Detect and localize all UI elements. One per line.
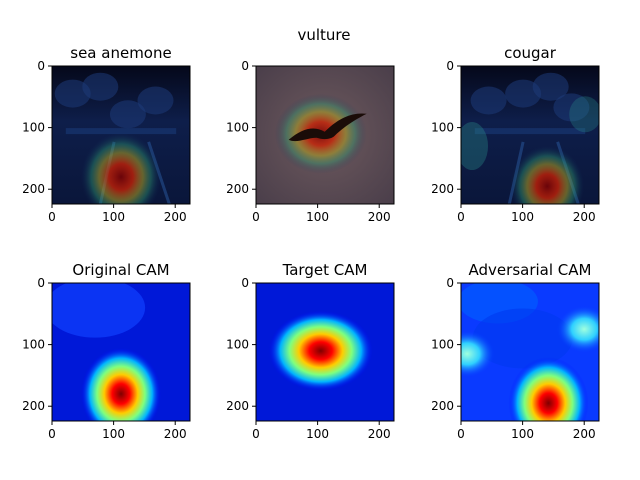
y-tick-label: 100 bbox=[226, 121, 249, 135]
y-tick-label: 200 bbox=[22, 399, 45, 413]
x-tick-label: 0 bbox=[48, 210, 56, 224]
y-tick-label: 200 bbox=[431, 399, 454, 413]
x-tick-label: 0 bbox=[252, 427, 260, 441]
subplot-title: cougar bbox=[504, 44, 557, 62]
x-tick-label: 100 bbox=[511, 427, 534, 441]
y-tick-label: 0 bbox=[241, 276, 249, 290]
y-tick-label: 0 bbox=[446, 59, 454, 73]
heatmap-image bbox=[45, 278, 190, 440]
x-tick-label: 200 bbox=[164, 427, 187, 441]
x-tick-label: 0 bbox=[457, 210, 465, 224]
y-tick-label: 0 bbox=[37, 59, 45, 73]
subplot-title: Target CAM bbox=[282, 261, 368, 279]
y-tick-label: 200 bbox=[226, 182, 249, 196]
hotspot bbox=[556, 305, 612, 353]
y-tick-label: 0 bbox=[241, 59, 249, 73]
x-tick-label: 200 bbox=[573, 427, 596, 441]
heatmap-image bbox=[439, 279, 612, 449]
x-tick-label: 0 bbox=[48, 427, 56, 441]
x-tick-label: 200 bbox=[164, 210, 187, 224]
x-tick-label: 100 bbox=[102, 210, 125, 224]
x-tick-label: 0 bbox=[252, 210, 260, 224]
x-tick-label: 0 bbox=[457, 427, 465, 441]
heatmap-image bbox=[256, 66, 394, 204]
subplot-title: Original CAM bbox=[72, 261, 169, 279]
y-tick-label: 200 bbox=[226, 399, 249, 413]
x-tick-label: 100 bbox=[511, 210, 534, 224]
y-tick-label: 100 bbox=[226, 338, 249, 352]
y-tick-label: 200 bbox=[431, 182, 454, 196]
subplot-title: Adversarial CAM bbox=[469, 261, 592, 279]
y-tick-label: 100 bbox=[431, 121, 454, 135]
heatmap-image bbox=[256, 283, 394, 421]
y-tick-label: 100 bbox=[431, 338, 454, 352]
x-tick-label: 100 bbox=[306, 427, 329, 441]
x-tick-label: 200 bbox=[368, 427, 391, 441]
y-tick-label: 0 bbox=[37, 276, 45, 290]
figure-suptitle: vulture bbox=[297, 26, 350, 44]
y-tick-label: 0 bbox=[446, 276, 454, 290]
y-tick-label: 100 bbox=[22, 338, 45, 352]
x-tick-label: 100 bbox=[102, 427, 125, 441]
x-tick-label: 200 bbox=[368, 210, 391, 224]
y-tick-label: 200 bbox=[22, 182, 45, 196]
x-tick-label: 100 bbox=[306, 210, 329, 224]
y-tick-label: 100 bbox=[22, 121, 45, 135]
hotspot bbox=[269, 311, 373, 391]
subplot-title: sea anemone bbox=[70, 44, 171, 62]
x-tick-label: 200 bbox=[573, 210, 596, 224]
heatmap-image bbox=[52, 66, 190, 221]
heatmap-image bbox=[456, 66, 601, 226]
